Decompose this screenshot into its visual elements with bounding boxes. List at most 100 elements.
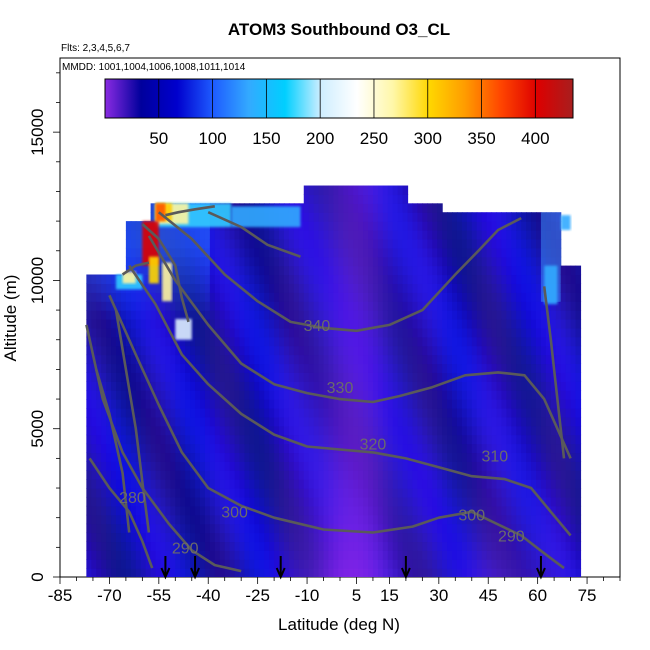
field-cell xyxy=(254,479,260,489)
field-cell xyxy=(195,514,201,525)
field-cell xyxy=(284,568,290,577)
field-cell xyxy=(348,221,354,231)
field-cell xyxy=(303,203,310,213)
field-cell xyxy=(447,399,453,409)
field-cell xyxy=(254,381,260,391)
field-cell xyxy=(145,425,152,436)
field-cell xyxy=(427,381,433,391)
field-cell xyxy=(259,541,265,551)
field-cell xyxy=(432,221,438,231)
field-cell xyxy=(412,221,419,231)
field-cell xyxy=(353,541,359,551)
field-cell xyxy=(254,336,260,347)
field-cell xyxy=(91,274,97,284)
field-cell xyxy=(298,238,305,249)
field-cell xyxy=(219,541,226,551)
field-cell xyxy=(165,381,171,391)
field-cell xyxy=(506,221,512,231)
field-cell xyxy=(284,230,290,240)
field-cell xyxy=(116,559,122,569)
field-cell xyxy=(363,345,369,356)
field-cell xyxy=(392,541,399,551)
field-cell xyxy=(130,256,137,267)
field-cell xyxy=(397,212,404,222)
field-cell xyxy=(229,381,236,391)
field-cell xyxy=(96,532,102,543)
field-cell xyxy=(471,443,478,454)
field-cell xyxy=(526,212,532,222)
field-cell xyxy=(402,221,409,231)
field-cell xyxy=(101,443,107,454)
field-cell xyxy=(229,443,236,454)
field-cell xyxy=(135,238,142,249)
field-cell xyxy=(437,559,443,569)
field-cell xyxy=(130,310,137,320)
field-cell xyxy=(456,256,463,267)
field-cell xyxy=(140,523,147,534)
field-cell xyxy=(96,523,102,534)
field-cell xyxy=(165,372,171,382)
field-cell xyxy=(155,496,162,507)
field-cell xyxy=(190,416,196,427)
field-cell xyxy=(279,470,285,480)
field-cell xyxy=(486,238,493,249)
field-cell xyxy=(368,532,374,543)
field-cell xyxy=(550,443,557,454)
field-cell xyxy=(224,283,231,293)
field-cell xyxy=(540,488,547,498)
field-cell xyxy=(130,399,137,409)
field-cell xyxy=(328,550,335,560)
field-cell xyxy=(565,505,572,516)
field-cell xyxy=(338,318,344,329)
field-cell xyxy=(338,559,344,569)
field-cell xyxy=(259,505,265,516)
field-cell xyxy=(338,194,344,204)
field-cell xyxy=(353,221,359,231)
field-cell xyxy=(516,381,522,391)
field-cell xyxy=(293,461,300,471)
field-cell xyxy=(555,274,562,284)
field-cell xyxy=(456,416,463,427)
field-cell xyxy=(239,452,246,462)
field-cell xyxy=(200,514,206,525)
field-cell xyxy=(101,496,107,507)
field-cell xyxy=(313,470,320,480)
field-cell xyxy=(442,407,448,418)
field-cell xyxy=(363,479,369,489)
field-cell xyxy=(432,550,438,560)
field-cell xyxy=(377,425,384,436)
field-cell xyxy=(323,238,330,249)
field-cell xyxy=(274,274,280,284)
field-cell xyxy=(358,212,364,222)
field-cell xyxy=(125,390,132,400)
field-cell xyxy=(402,292,409,302)
field-cell xyxy=(284,470,290,480)
field-cell xyxy=(323,185,330,196)
field-cell xyxy=(219,345,226,356)
field-cell xyxy=(91,550,97,560)
field-cell xyxy=(224,256,231,267)
field-cell xyxy=(185,470,191,480)
field-cell xyxy=(318,496,325,507)
field-cell xyxy=(368,318,374,329)
field-cell xyxy=(506,443,512,454)
field-cell xyxy=(101,381,107,391)
field-cell xyxy=(466,461,473,471)
field-cell xyxy=(372,514,379,525)
field-cell xyxy=(214,568,221,577)
field-cell xyxy=(540,212,547,222)
field-cell xyxy=(348,345,354,356)
field-cell xyxy=(313,416,320,427)
field-cell xyxy=(565,274,572,284)
field-cell xyxy=(106,274,112,284)
field-cell xyxy=(506,550,512,560)
field-cell xyxy=(323,345,330,356)
field-cell xyxy=(511,434,517,445)
field-cell xyxy=(422,327,428,338)
field-cell xyxy=(526,550,532,560)
field-cell xyxy=(160,327,167,338)
field-cell xyxy=(377,336,384,347)
field-cell xyxy=(496,283,503,293)
field-cell xyxy=(145,265,152,276)
